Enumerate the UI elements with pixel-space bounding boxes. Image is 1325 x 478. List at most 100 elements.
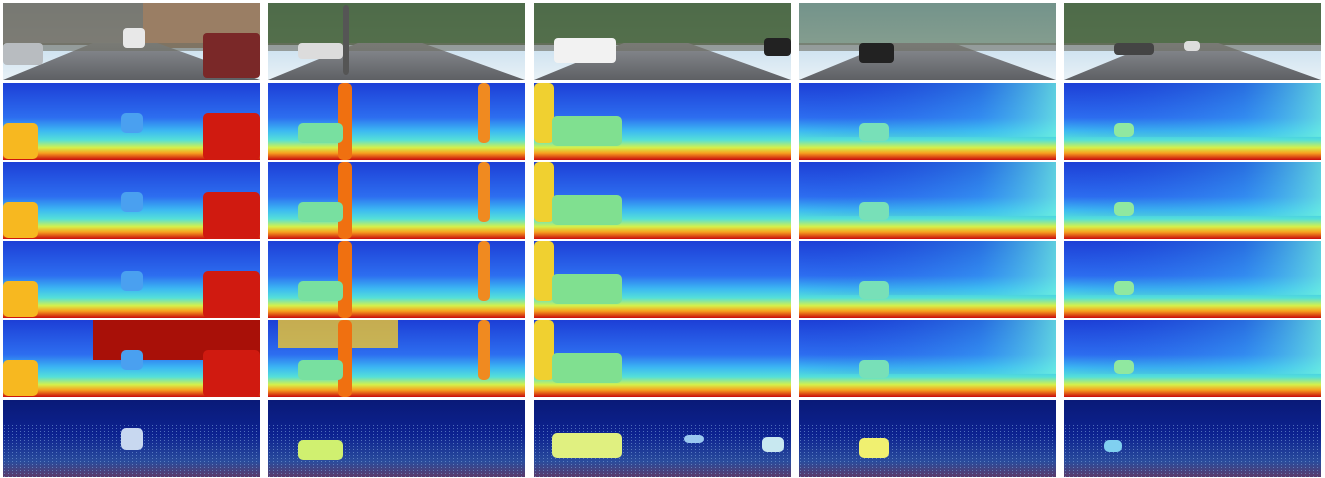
object-depth (534, 241, 554, 301)
cell (1064, 3, 1321, 80)
depth-map (268, 162, 525, 239)
cell (268, 241, 525, 318)
depth-map (799, 162, 1056, 239)
object-depth (338, 83, 352, 160)
object-points (1104, 440, 1122, 452)
object-depth (478, 83, 490, 143)
depth-far (1064, 320, 1321, 374)
object-depth (552, 195, 622, 225)
depth-map (799, 320, 1056, 397)
object-depth (552, 274, 622, 304)
depth-map (534, 241, 791, 318)
object-depth (534, 162, 554, 222)
object-points (762, 437, 784, 452)
depth-map (268, 241, 525, 318)
object (1114, 43, 1154, 55)
cell (1064, 162, 1321, 239)
depth-map (1064, 162, 1321, 239)
object (3, 43, 43, 65)
depth-far (1064, 241, 1321, 295)
object-points (552, 433, 622, 458)
object-depth (478, 162, 490, 222)
trees (268, 3, 525, 45)
object-depth (338, 320, 352, 397)
cell (799, 162, 1056, 239)
sparse-depth (534, 400, 791, 477)
ground (799, 43, 1056, 51)
cell (3, 3, 260, 80)
trees (799, 3, 1056, 45)
object-depth (121, 271, 143, 291)
object-depth (3, 360, 38, 396)
points (799, 425, 1056, 477)
depth-map (3, 320, 260, 397)
object-depth (338, 162, 352, 239)
cell (268, 320, 525, 397)
object-depth (3, 123, 38, 159)
cell (799, 320, 1056, 397)
cell (799, 241, 1056, 318)
sparse-depth (3, 400, 260, 477)
rgb-photo (268, 3, 525, 80)
object-depth (552, 353, 622, 383)
sparse-depth (268, 400, 525, 477)
depth-far (1064, 83, 1321, 137)
cell (534, 400, 791, 477)
cell (3, 162, 260, 239)
cell (534, 162, 791, 239)
object-points (298, 440, 343, 460)
object-depth (1114, 360, 1134, 374)
object-depth (298, 360, 343, 380)
object-depth (859, 281, 889, 299)
sparse-depth (1064, 400, 1321, 477)
object (554, 38, 616, 63)
object-depth (203, 350, 260, 397)
object-depth (478, 320, 490, 380)
object (859, 43, 894, 63)
object (123, 28, 145, 48)
cell (3, 241, 260, 318)
depth-map (534, 162, 791, 239)
cell (534, 320, 791, 397)
object-depth (338, 241, 352, 318)
trees (1064, 3, 1321, 45)
object-depth (298, 123, 343, 143)
depth-far (1064, 162, 1321, 216)
object-depth (203, 271, 260, 318)
cell (3, 400, 260, 477)
object-depth (298, 202, 343, 222)
cell (1064, 400, 1321, 477)
rgb-photo (799, 3, 1056, 80)
object-depth (478, 241, 490, 301)
depth-map (3, 241, 260, 318)
object-depth (552, 116, 622, 146)
depth-far (799, 83, 1056, 137)
depth-map (534, 320, 791, 397)
object-points (121, 428, 143, 450)
depth-map (1064, 320, 1321, 397)
cell (534, 3, 791, 80)
object (298, 43, 343, 59)
object-depth (859, 360, 889, 378)
cell (268, 3, 525, 80)
cell (799, 83, 1056, 160)
cell (1064, 83, 1321, 160)
object (343, 5, 349, 75)
object-depth (534, 320, 554, 380)
object-depth (1114, 123, 1134, 137)
rgb-photo (1064, 3, 1321, 80)
object-depth (3, 202, 38, 238)
depth-far (799, 241, 1056, 295)
cell (534, 241, 791, 318)
points (1064, 425, 1321, 477)
cell (268, 83, 525, 160)
depth-map (3, 162, 260, 239)
object-depth (534, 83, 554, 143)
cell (799, 3, 1056, 80)
depth-map (1064, 83, 1321, 160)
depth-far (799, 162, 1056, 216)
object-depth (121, 192, 143, 212)
cell (268, 400, 525, 477)
depth-map (799, 83, 1056, 160)
object (1184, 41, 1200, 51)
